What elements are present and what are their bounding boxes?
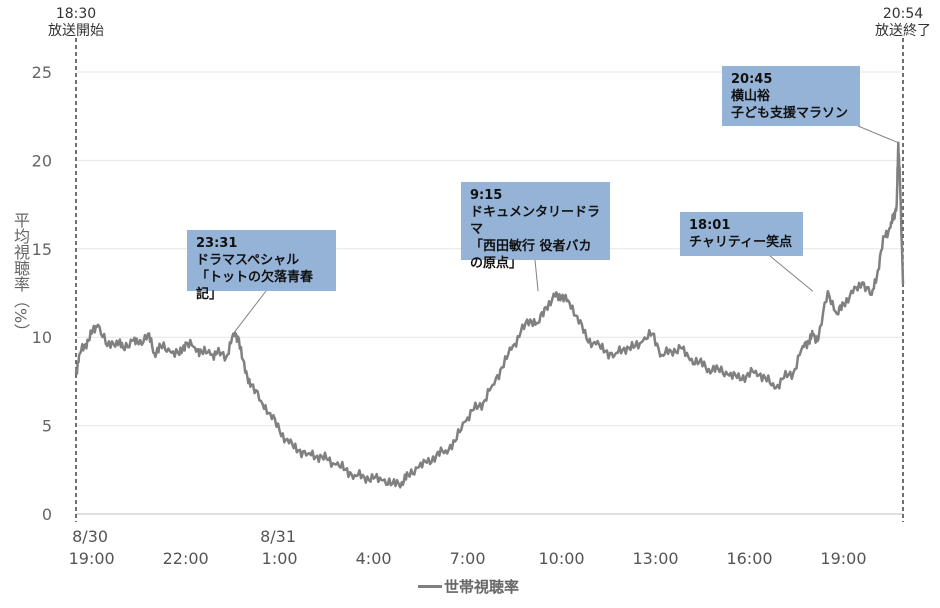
date-label: 8/30 xyxy=(72,527,108,546)
annotation-leader xyxy=(232,290,267,334)
y-tick-label: 5 xyxy=(42,417,52,436)
x-tick-label: 19:00 xyxy=(69,549,115,568)
legend-swatch xyxy=(418,584,442,588)
y-tick-label: 0 xyxy=(42,505,52,524)
broadcast-label: 放送終了 xyxy=(875,23,931,39)
annotation-leader xyxy=(857,125,899,144)
annotation-callout: 18:01 チャリティー笑点 xyxy=(680,212,803,256)
x-tick-label: 7:00 xyxy=(450,549,486,568)
annotation-text: チャリティー笑点 xyxy=(689,235,793,250)
annotation-callout: 20:45 横山裕 子ども支援マラソン xyxy=(722,66,860,126)
x-tick-label: 22:00 xyxy=(163,549,209,568)
broadcast-time: 18:30 xyxy=(56,6,96,22)
annotation-time: 20:45 xyxy=(731,72,773,87)
x-axis-ticks: 19:00 22:00 1:00 4:00 7:00 10:00 13:00 16:00 19:… xyxy=(69,549,867,568)
x-tick-label: 4:00 xyxy=(356,549,392,568)
annotation-time: 23:31 xyxy=(196,236,238,251)
legend-entry: 世帯視聴率 xyxy=(444,577,520,596)
annotation-text: ドラマスペシャル 「トットの欠落青春記」 xyxy=(196,253,314,302)
annotation-leader-lines xyxy=(232,125,899,334)
broadcast-label: 放送開始 xyxy=(48,23,104,39)
y-tick-label: 15 xyxy=(32,240,52,259)
annotation-callout: 9:15 ドキュメンタリードラマ 「西田敏行 役者バカ の原点」 xyxy=(461,182,610,271)
x-tick-label: 10:00 xyxy=(538,549,584,568)
x-tick-label: 13:00 xyxy=(632,549,678,568)
broadcast-time: 20:54 xyxy=(883,6,923,22)
y-axis-ticks: 0 5 10 15 20 25 xyxy=(32,63,52,524)
annotation-leader xyxy=(769,255,814,292)
annotation-time: 9:15 xyxy=(470,188,503,203)
y-tick-label: 25 xyxy=(32,63,52,82)
x-tick-label: 1:00 xyxy=(262,549,298,568)
y-tick-label: 20 xyxy=(32,151,52,170)
series-line xyxy=(74,141,905,489)
annotation-text: 横山裕 子ども支援マラソン xyxy=(731,89,849,121)
series-group xyxy=(74,141,905,489)
date-labels: 8/30 8/31 xyxy=(72,527,296,546)
annotation-callout: 23:31 ドラマスペシャル 「トットの欠落青春記」 xyxy=(187,230,336,302)
x-tick-label: 16:00 xyxy=(726,549,772,568)
annotation-leader xyxy=(534,259,539,292)
annotation-text: ドキュメンタリードラマ 「西田敏行 役者バカ の原点」 xyxy=(470,205,601,271)
date-label: 8/31 xyxy=(260,527,296,546)
y-tick-label: 10 xyxy=(32,328,52,347)
annotation-time: 18:01 xyxy=(689,218,731,233)
legend: 世帯視聴率 xyxy=(418,576,519,596)
x-tick-label: 19:00 xyxy=(820,549,866,568)
y-axis-label: 平均視聴率（%） xyxy=(11,212,30,340)
